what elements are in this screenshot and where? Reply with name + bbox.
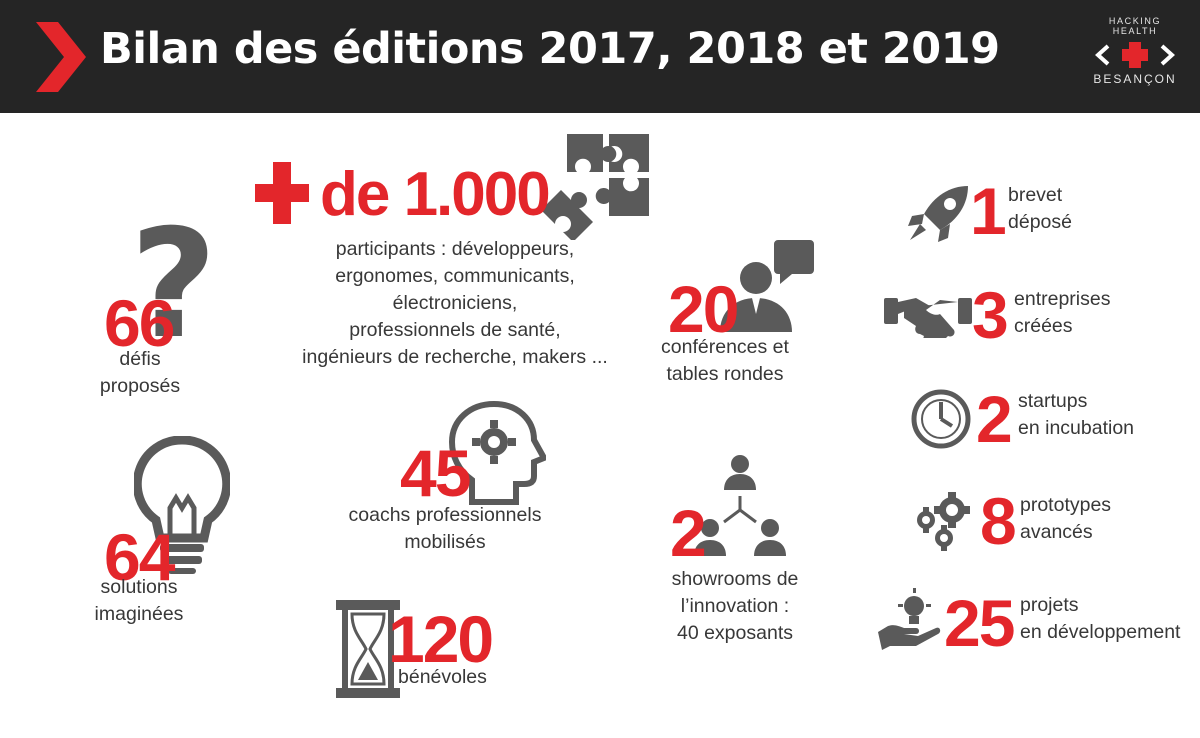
prototypes-value: 8 bbox=[980, 484, 1017, 558]
entreprises-label: entreprises créées bbox=[1014, 286, 1110, 340]
speaker-bubble-icon bbox=[720, 240, 814, 332]
head-gear-icon bbox=[448, 400, 546, 505]
benevoles-value: 120 bbox=[388, 602, 494, 676]
conferences-label: conférences et tables rondes bbox=[640, 334, 810, 388]
gears-icon bbox=[917, 492, 970, 551]
coachs-value: 45 bbox=[400, 436, 471, 510]
solutions-line: imaginées bbox=[94, 603, 184, 625]
coachs-label: coachs professionnels mobilisés bbox=[320, 502, 570, 556]
idea-hand-icon bbox=[878, 588, 941, 650]
entreprises-line: créées bbox=[1014, 315, 1073, 337]
defis-line: proposés bbox=[99, 375, 181, 397]
brevet-value: 1 bbox=[970, 174, 1007, 248]
clock-icon bbox=[911, 389, 971, 449]
entreprises-value: 3 bbox=[972, 278, 1009, 352]
defis-label: défis proposés bbox=[80, 346, 200, 400]
brevet-label: brevet déposé bbox=[1008, 182, 1072, 236]
page-title: Bilan des éditions 2017, 2018 et 2019 bbox=[100, 24, 1000, 74]
conferences-value: 20 bbox=[668, 272, 739, 346]
showrooms-value: 2 bbox=[670, 496, 707, 570]
solutions-value: 64 bbox=[104, 520, 175, 594]
participants-label: participants : développeurs, ergonomes, … bbox=[270, 236, 640, 371]
showrooms-line: showrooms de bbox=[671, 568, 799, 590]
defis-line: défis bbox=[119, 348, 161, 370]
prototypes-label: prototypes avancés bbox=[1020, 492, 1111, 546]
startups-line: en incubation bbox=[1018, 417, 1135, 439]
network-icon bbox=[694, 455, 786, 556]
logo-mark-icon bbox=[1095, 42, 1175, 68]
brevet-line: brevet bbox=[1008, 184, 1063, 206]
brevet-line: déposé bbox=[1008, 211, 1072, 233]
startups-line: startups bbox=[1018, 390, 1088, 412]
showrooms-line: 40 exposants bbox=[676, 622, 793, 644]
projets-line: en développement bbox=[1020, 621, 1181, 643]
plus-icon bbox=[255, 162, 309, 224]
participants-value: de 1.000 bbox=[320, 160, 551, 229]
participants-line: ergonomes, communicants, bbox=[335, 265, 575, 287]
participants-line: électroniciens, bbox=[392, 292, 518, 314]
coachs-line: coachs professionnels bbox=[348, 504, 542, 526]
participants-line: participants : développeurs, bbox=[335, 238, 575, 260]
coachs-line: mobilisés bbox=[404, 531, 486, 553]
projets-label: projets en développement bbox=[1020, 592, 1180, 646]
entreprises-line: entreprises bbox=[1014, 288, 1111, 310]
projets-line: projets bbox=[1020, 594, 1079, 616]
lightbulb-icon bbox=[134, 436, 230, 574]
benevoles-label: bénévoles bbox=[398, 666, 487, 688]
projets-value: 25 bbox=[944, 586, 1015, 660]
defis-value: 66 bbox=[104, 286, 175, 360]
question-mark-icon: ? bbox=[130, 198, 218, 372]
conferences-line: conférences et bbox=[661, 336, 789, 358]
startups-value: 2 bbox=[976, 382, 1013, 456]
showrooms-line: l’innovation : bbox=[680, 595, 790, 617]
participants-line: professionnels de santé, bbox=[349, 319, 561, 341]
solutions-line: solutions bbox=[100, 576, 178, 598]
hacking-health-logo: HACKING HEALTH BESANÇON bbox=[1085, 12, 1185, 102]
chevron-icon bbox=[36, 22, 86, 92]
conferences-line: tables rondes bbox=[666, 363, 784, 385]
participants-line: ingénieurs de recherche, makers ... bbox=[302, 346, 608, 368]
handshake-icon bbox=[884, 298, 972, 338]
solutions-label: solutions imaginées bbox=[74, 574, 204, 628]
logo-bottom-text: BESANÇON bbox=[1093, 72, 1177, 86]
hourglass-icon bbox=[336, 600, 400, 698]
logo-top-text: HACKING HEALTH bbox=[1108, 16, 1162, 36]
header-bar: Bilan des éditions 2017, 2018 et 2019 HA… bbox=[0, 0, 1200, 113]
showrooms-label: showrooms de l’innovation : 40 exposants bbox=[650, 566, 820, 647]
puzzle-icon bbox=[541, 134, 649, 240]
prototypes-line: prototypes bbox=[1020, 494, 1112, 516]
prototypes-line: avancés bbox=[1020, 521, 1093, 543]
rocket-icon bbox=[908, 186, 968, 242]
startups-label: startups en incubation bbox=[1018, 388, 1134, 442]
